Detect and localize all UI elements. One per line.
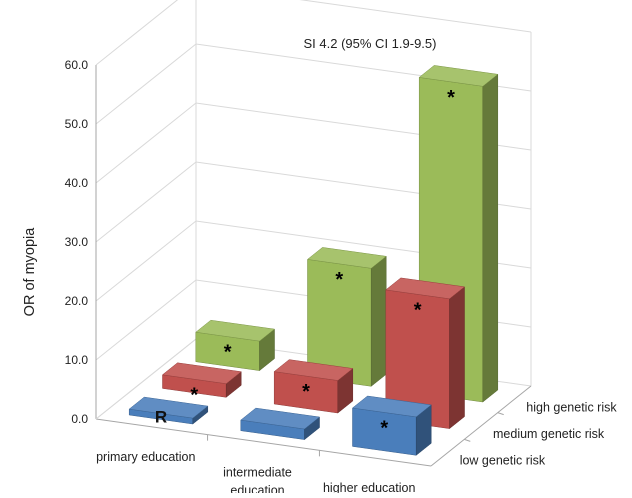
x-axis-line	[95, 418, 432, 467]
y-tick-label: 60.0	[65, 58, 89, 72]
significance-marker: *	[224, 342, 232, 364]
significance-marker: *	[335, 269, 343, 291]
y-axis-label: OR of myopia	[22, 227, 38, 317]
bar: *	[195, 319, 276, 372]
bar-top-face	[351, 395, 432, 418]
bar: *	[351, 395, 432, 456]
x-category-label: higher education	[323, 481, 415, 493]
y-tick-label: 20.0	[65, 294, 89, 308]
reference-marker: R	[155, 408, 167, 427]
floor-left-edge	[95, 338, 197, 420]
series-label: high genetic risk	[526, 400, 617, 414]
gridline	[95, 0, 532, 66]
y-tick-label: 50.0	[65, 117, 89, 131]
bar-side-face	[370, 255, 387, 387]
bar: R	[128, 396, 209, 427]
depth-tick	[464, 438, 471, 442]
bar: *	[306, 247, 387, 387]
bar-top-face	[161, 362, 242, 384]
significance-marker: *	[302, 381, 310, 403]
bar: *	[161, 362, 242, 406]
chart-title: SI 4.2 (95% CI 1.9-9.5)	[304, 36, 437, 51]
bar-top-face	[306, 247, 387, 269]
series-label: low genetic risk	[460, 454, 546, 468]
significance-marker: *	[190, 384, 198, 406]
bars: * * * * * * R *	[128, 65, 499, 456]
bar: *	[385, 277, 466, 430]
x-category-label: primary education	[96, 450, 195, 464]
bar-top-face	[385, 277, 466, 300]
labels: 0.0 10.0 20.0 30.0 40.0 50.0 60.0 primary educa…	[65, 58, 618, 498]
bar	[240, 407, 321, 441]
bar-top-face	[128, 396, 209, 419]
y-tick-label: 40.0	[65, 176, 89, 190]
depth-axis-line	[430, 385, 532, 467]
depth-tick	[497, 412, 504, 416]
bar-top-face	[273, 359, 354, 381]
y-tick-label: 0.0	[71, 412, 88, 426]
bar-side-face	[449, 286, 465, 430]
bar-side-face	[482, 73, 499, 403]
bar: *	[273, 359, 354, 414]
y-tick-label: 30.0	[65, 235, 89, 249]
bar-top-face	[418, 65, 499, 87]
significance-marker: *	[414, 299, 422, 321]
x-category-label-line2: education	[230, 484, 284, 494]
y-tick-label: 10.0	[65, 353, 89, 367]
x-category-label: intermediate	[223, 466, 292, 480]
bar-top-face	[195, 319, 276, 342]
significance-marker: *	[447, 87, 455, 109]
bar-top-face	[240, 407, 321, 430]
series-label: medium genetic risk	[493, 427, 605, 441]
significance-marker: *	[380, 418, 388, 440]
axes	[95, 0, 532, 467]
